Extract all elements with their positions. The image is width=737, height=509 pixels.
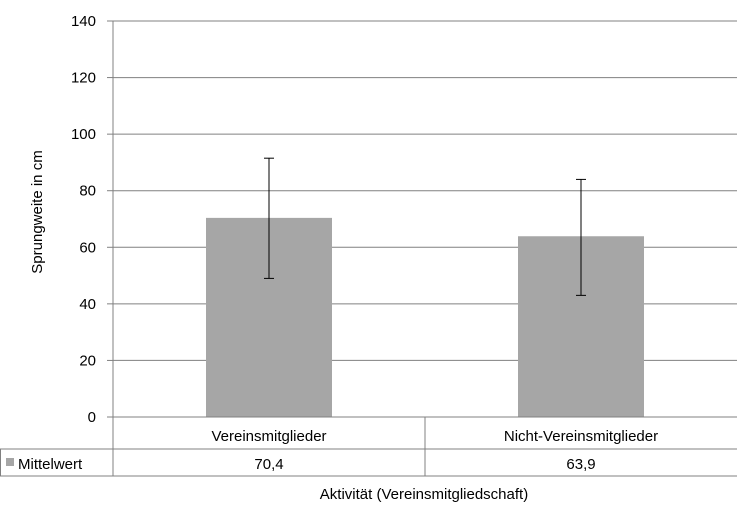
data-table: Vereinsmitglieder 70,4 Nicht-Vereinsmitgli… <box>0 416 737 477</box>
y-tick-label: 80 <box>79 183 96 200</box>
y-tick-label: 20 <box>79 352 96 369</box>
x-axis-title: Aktivität (Vereinsmitgliedschaft) <box>320 486 528 503</box>
legend-series-name: Mittelwert <box>18 456 83 473</box>
legend-swatch <box>6 458 14 466</box>
y-tick-label: 120 <box>71 70 96 87</box>
y-tick-label: 60 <box>79 239 96 256</box>
y-tick-label: 0 <box>88 409 96 426</box>
category-label: Vereinsmitglieder <box>211 428 326 445</box>
y-axis-ticks: 0 20 40 60 80 100 120 140 <box>71 13 113 426</box>
data-label: 70,4 <box>254 456 283 473</box>
y-axis-title: Sprungweite in cm <box>29 150 46 273</box>
error-bars <box>264 157 586 296</box>
y-tick-label: 40 <box>79 296 96 313</box>
category-label: Nicht-Vereinsmitglieder <box>504 428 658 445</box>
data-label: 63,9 <box>566 456 595 473</box>
y-tick-label: 100 <box>71 126 96 143</box>
y-tick-label: 140 <box>71 13 96 30</box>
